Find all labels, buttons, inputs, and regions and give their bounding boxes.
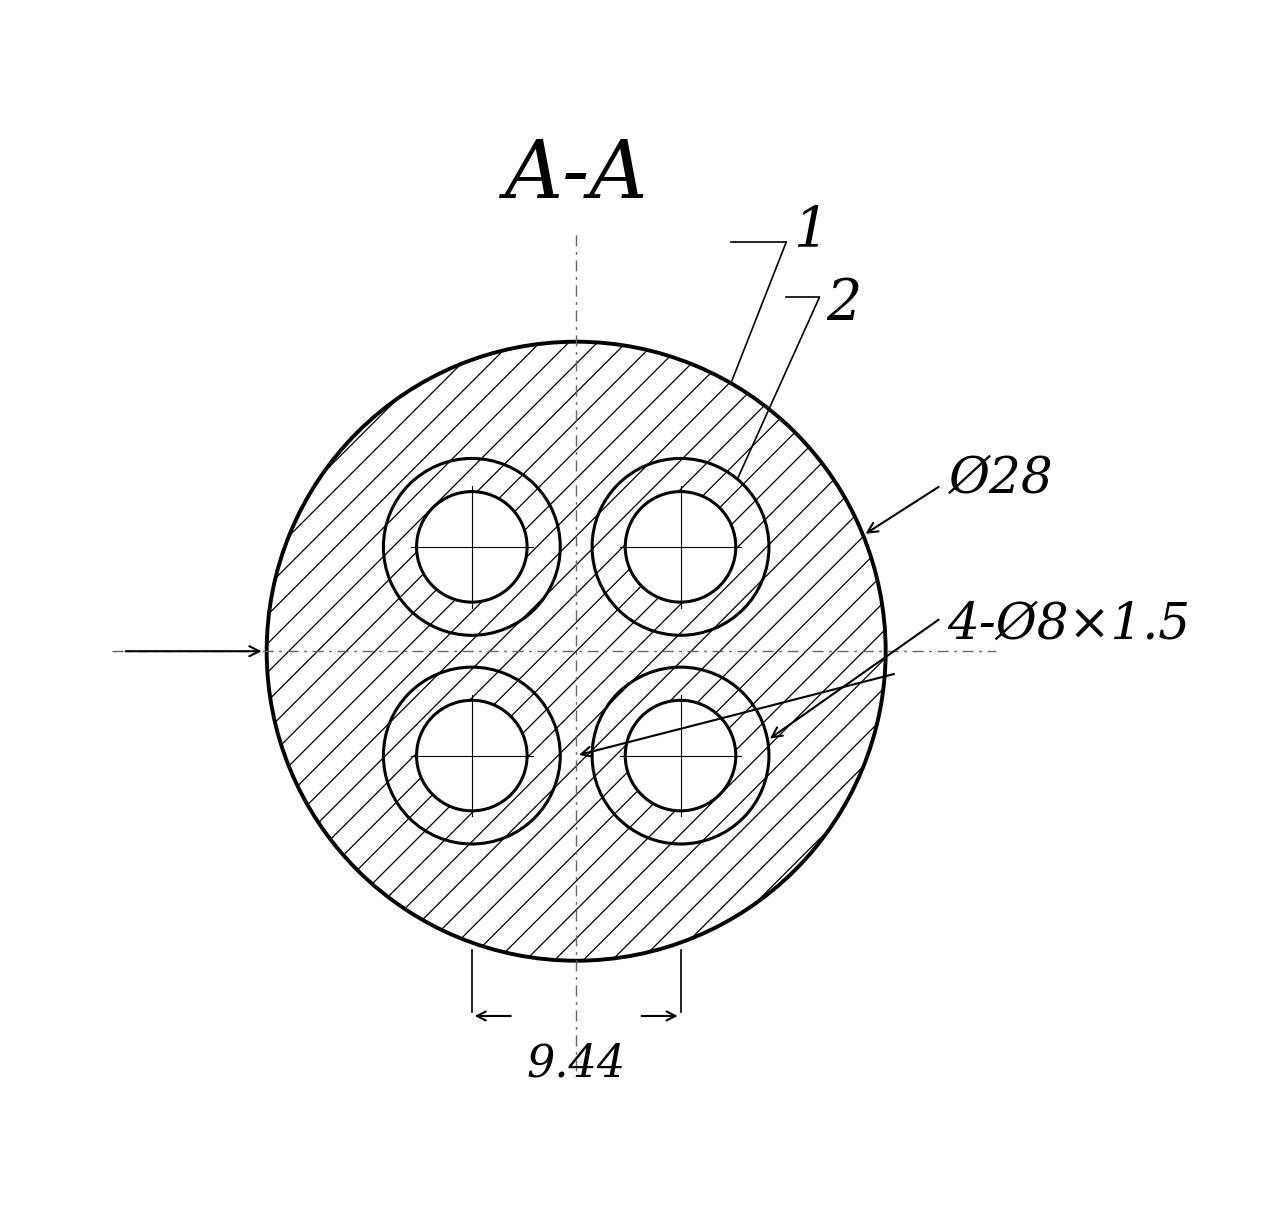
Circle shape bbox=[416, 700, 527, 811]
Text: Ø28: Ø28 bbox=[947, 454, 1052, 504]
Circle shape bbox=[383, 668, 560, 844]
Text: 9.44: 9.44 bbox=[527, 1043, 626, 1085]
Circle shape bbox=[592, 668, 768, 844]
Circle shape bbox=[267, 341, 885, 960]
Circle shape bbox=[416, 492, 527, 602]
Circle shape bbox=[626, 492, 736, 602]
Text: 1: 1 bbox=[793, 204, 828, 259]
Text: A-A: A-A bbox=[505, 137, 648, 215]
Circle shape bbox=[383, 459, 560, 635]
Text: 4-Ø8×1.5: 4-Ø8×1.5 bbox=[947, 600, 1191, 649]
Text: 2: 2 bbox=[826, 277, 861, 331]
Circle shape bbox=[626, 700, 736, 811]
Circle shape bbox=[592, 459, 768, 635]
